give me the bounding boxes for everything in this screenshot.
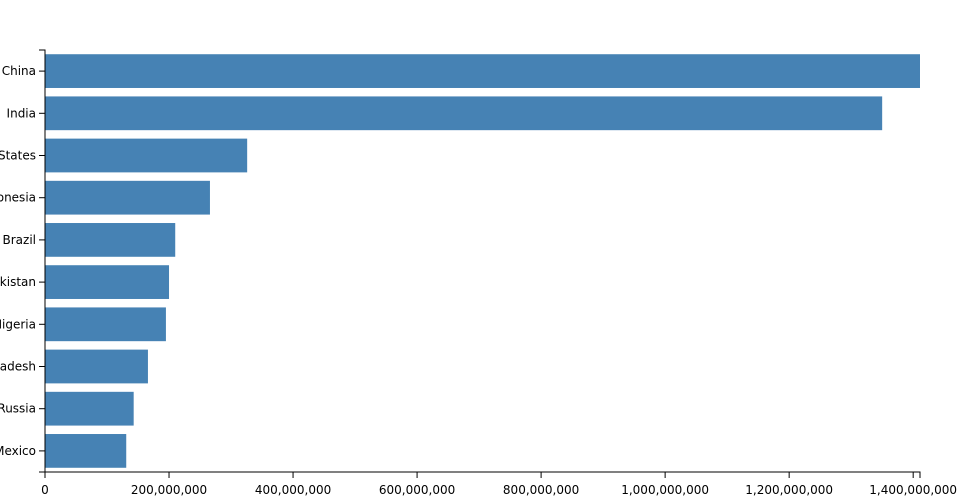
y-tick-label: Russia [0, 402, 36, 416]
x-tick-label: 800,000,000 [503, 483, 579, 497]
y-tick-label: China [2, 64, 36, 78]
bar [45, 391, 134, 426]
x-tick-label: 0 [41, 483, 49, 497]
x-tick-label: 400,000,000 [255, 483, 331, 497]
y-tick-label: Brazil [3, 233, 37, 247]
y-tick-label: Pakistan [0, 275, 36, 289]
y-tick-label: Indonesia [0, 191, 36, 205]
bar [45, 96, 883, 131]
y-tick-label: India [7, 106, 36, 120]
x-tick-label: 600,000,000 [379, 483, 455, 497]
x-tick-label: 1,400,000,000 [869, 483, 957, 497]
bar [45, 223, 176, 257]
bar [45, 180, 210, 215]
bar [45, 349, 148, 384]
y-tick-label: United States [0, 149, 36, 163]
bar [45, 54, 920, 88]
y-tick-label: Bangladesh [0, 360, 36, 374]
x-tick-label: 1,000,000,000 [621, 483, 709, 497]
bar [45, 307, 166, 342]
bar [45, 434, 127, 468]
bar [45, 138, 248, 173]
x-tick-label: 1,200,000,000 [745, 483, 833, 497]
bar [45, 265, 170, 299]
y-tick-label: Nigeria [0, 317, 36, 331]
x-tick-label: 200,000,000 [131, 483, 207, 497]
y-axis-line [39, 49, 46, 473]
y-tick-label: Mexico [0, 444, 36, 458]
